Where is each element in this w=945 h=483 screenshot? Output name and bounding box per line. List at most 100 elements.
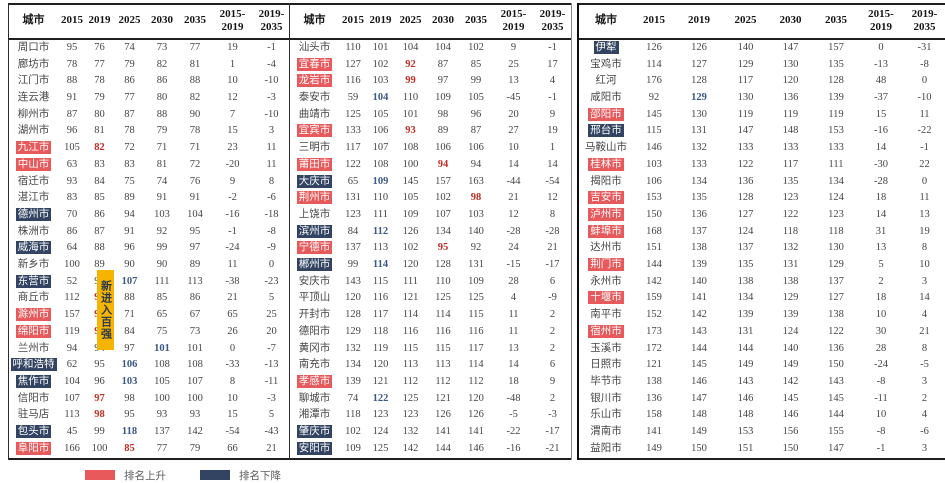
rank-cell: 173 xyxy=(646,325,662,337)
city-cell: 毕节市 xyxy=(590,376,622,387)
city-rank-up-badge: 孝感市 xyxy=(296,375,333,388)
city-rank-up-badge: 滁州市 xyxy=(15,308,52,322)
rank-cell: 11 xyxy=(266,158,277,170)
rank-cell: 142 xyxy=(187,426,203,438)
rank-cell: 79 xyxy=(178,440,212,460)
rank-cell: 99 xyxy=(405,75,416,87)
rank-cell: 145 xyxy=(782,392,799,404)
rank-cell: -18 xyxy=(264,208,279,220)
city-cell: 大庆市 xyxy=(290,174,339,191)
table-row: 孝感市 139 121 112 112 112 18 9 xyxy=(290,374,571,391)
rank-cell: 144 xyxy=(427,440,459,460)
rank-cell: 135 xyxy=(691,192,707,204)
rank-cell: -8 xyxy=(920,58,929,70)
rank-cell: 14 xyxy=(875,208,887,220)
rank-cell: 155 xyxy=(828,426,844,438)
rank-cell: 148 xyxy=(782,125,799,137)
rank-cell: 3 xyxy=(903,440,945,460)
rank-cell: 84 xyxy=(124,325,135,337)
rank-cell: 131 xyxy=(782,259,799,271)
rank-cell: 106 xyxy=(646,175,662,187)
rank-cell: 147 xyxy=(691,392,707,404)
city-cell: 宿州市 xyxy=(579,324,633,341)
rank-cell: -43 xyxy=(264,426,279,438)
rank-cell: 7 xyxy=(229,108,236,120)
rank-cell: 122 xyxy=(345,158,361,170)
rank-cell: 87 xyxy=(124,108,135,120)
city-cell: 三明市 xyxy=(298,142,331,154)
rank-cell: -24 xyxy=(874,359,888,371)
rank-cell: 129 xyxy=(828,259,844,271)
table-row: 绵阳市119938475732620 xyxy=(9,324,290,341)
rank-cell: 168 xyxy=(646,225,662,237)
rank-cell: 90 xyxy=(156,259,168,271)
rank-cell: 108 xyxy=(372,158,389,170)
rank-cell: 127 xyxy=(345,58,361,70)
city-rank-up-badge: 宿州市 xyxy=(588,324,624,338)
rank-cell: -16 xyxy=(493,440,534,460)
city-cell: 湘潭市 xyxy=(298,409,331,421)
rank-cell: 14 xyxy=(508,359,519,371)
city-cell: 日照市 xyxy=(590,359,622,371)
rank-cell: 18 xyxy=(875,192,887,204)
rank-cell: 140 xyxy=(468,225,484,237)
rank-cell: -1 xyxy=(267,41,276,53)
rank-cell: 98 xyxy=(124,392,135,404)
rank-cell: 144 xyxy=(691,342,707,354)
rank-cell: 109 xyxy=(372,175,389,187)
rank-cell: 79 xyxy=(94,92,105,104)
rank-cell: 4 xyxy=(921,309,928,321)
rank-cell: 123 xyxy=(828,208,844,220)
rank-cell: -1 xyxy=(548,92,557,104)
rank-cell: 133 xyxy=(737,142,754,154)
column-header: 2030 xyxy=(768,4,813,40)
table-row: 兰州市9494971011010-7 xyxy=(9,341,290,358)
ranking-table-2: 城市 2015 2019 2025 2030 2035 2015- 2019 2019- 20… xyxy=(290,3,571,460)
column-header-city: 城市 xyxy=(290,4,339,40)
rank-cell: 77 xyxy=(94,58,105,70)
rank-cell: 66 xyxy=(212,440,253,460)
rank-cell: 59 xyxy=(347,92,359,104)
ranking-table-3: 城市 2015 2019 2025 2030 2035 2015- 2019 2019- 20… xyxy=(579,3,945,460)
rank-cell: 147 xyxy=(813,440,859,460)
rank-cell: 83 xyxy=(94,158,105,170)
rank-cell: 13 xyxy=(875,242,887,254)
city-cell: 红河 xyxy=(595,75,617,87)
city-cell: 呼和浩特 xyxy=(9,357,58,374)
column-header: 2030 xyxy=(146,4,178,40)
rank-cell: 144 xyxy=(828,409,844,421)
table-row: 荆州市 131 110 105 102 98 21 12 xyxy=(290,190,571,207)
rank-cell: 112 xyxy=(402,376,419,387)
column-header: 2019 xyxy=(367,4,394,40)
city-cell: 新乡市 xyxy=(17,259,50,271)
table-row: 滨州市 84 112 126 134 140 -28 -28 xyxy=(290,224,571,241)
table-row: 焦作市 104 96 103 105 107 8 -11 xyxy=(9,374,290,391)
rank-cell: 139 xyxy=(691,259,707,271)
city-rank-up-badge: 荆州市 xyxy=(296,191,333,205)
rank-cell: 114 xyxy=(435,309,451,321)
rank-cell: 83 xyxy=(124,158,135,170)
rank-cell: 120 xyxy=(782,75,799,87)
rank-cell: 114 xyxy=(372,259,389,271)
column-header: 2019 xyxy=(86,4,113,40)
table-row: 大庆市 65 109 145 157 163 -44 -54 xyxy=(290,174,571,191)
rank-cell: 94 xyxy=(470,158,482,170)
city-cell: 伊犁 xyxy=(579,39,633,57)
rank-cell: 72 xyxy=(189,158,201,170)
rank-cell: 98 xyxy=(437,108,449,120)
rank-cell: 136 xyxy=(737,175,754,187)
rank-cell: 31 xyxy=(875,225,887,237)
rank-cell: 139 xyxy=(345,376,361,387)
rank-cell: 144 xyxy=(737,342,754,354)
rank-cell: 1 xyxy=(549,142,556,154)
rank-cell: 93 xyxy=(156,409,168,421)
city-rank-down-badge: 安阳市 xyxy=(296,441,333,455)
rank-cell: -23 xyxy=(264,275,279,287)
rank-cell: 88 xyxy=(156,108,168,120)
table-row: 马鞍山市 146 132 133 133 133 14 -1 xyxy=(579,140,945,157)
rank-cell: -16 xyxy=(225,208,240,220)
rank-cell: 128 xyxy=(828,75,844,87)
rank-cell: 9 xyxy=(229,175,236,187)
rank-cell: 105 xyxy=(372,108,389,120)
rank-cell: 107 xyxy=(435,208,451,220)
